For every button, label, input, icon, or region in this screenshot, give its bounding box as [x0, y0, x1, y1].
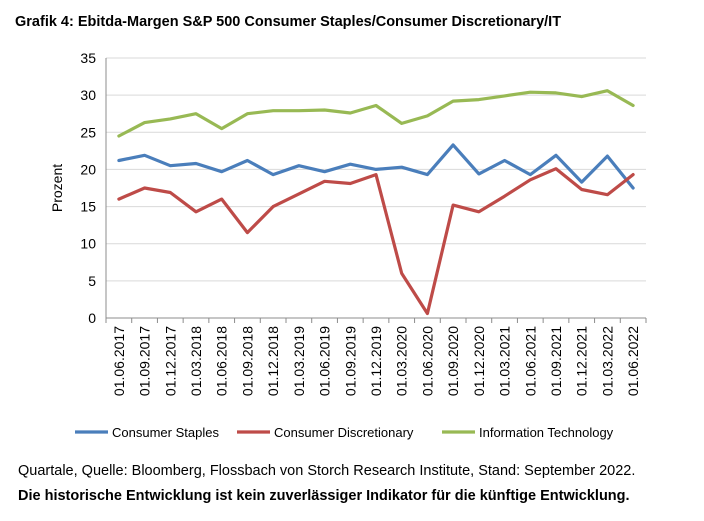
x-tick-label: 01.06.2022 [625, 326, 641, 396]
y-tick-label: 25 [80, 124, 96, 140]
x-tick-label: 01.09.2019 [342, 326, 358, 396]
x-tick-labels: 01.06.2017 01.09.2017 01.12.2017 01.03.2018… [111, 326, 641, 396]
source-note: Quartale, Quelle: Bloomberg, Flossbach v… [18, 463, 636, 479]
y-tick-label: 20 [80, 161, 96, 177]
x-tick-label: 01.12.2020 [471, 326, 487, 396]
chart-title: Grafik 4: Ebitda-Margen S&P 500 Consumer… [15, 14, 562, 30]
x-tick-label: 01.06.2019 [317, 326, 333, 396]
series-line-information-technology [117, 89, 635, 138]
y-axis-label: Prozent [49, 164, 65, 212]
y-tick-label: 15 [80, 199, 96, 215]
x-tick-label: 01.03.2021 [497, 326, 513, 396]
x-tick-label: 01.06.2021 [522, 326, 538, 396]
x-tick-label: 01.12.2021 [574, 326, 590, 396]
series-lines [117, 89, 635, 316]
x-tick-label: 01.12.2019 [368, 326, 384, 396]
y-tick-label: 10 [80, 236, 96, 252]
x-tick-label: 01.03.2020 [394, 326, 410, 396]
x-tick-label: 01.12.2017 [162, 326, 178, 396]
axes [105, 58, 647, 323]
legend-label-consumer-discretionary: Consumer Discretionary [274, 425, 414, 440]
x-tick-label: 01.06.2018 [214, 326, 230, 396]
x-tick-label: 01.09.2020 [445, 326, 461, 396]
series-line-consumer-discretionary [117, 167, 635, 316]
x-tick-label: 01.03.2018 [188, 326, 204, 396]
x-tick-label: 01.03.2022 [599, 326, 615, 396]
disclaimer: Die historische Entwicklung ist kein zuv… [18, 488, 630, 504]
x-tick-label: 01.06.2020 [419, 326, 435, 396]
y-tick-labels: 0 5 10 15 20 25 30 35 [80, 50, 96, 326]
x-tick-label: 01.06.2017 [111, 326, 127, 396]
legend: Consumer Staples Consumer Discretionary In… [75, 425, 614, 440]
legend-label-consumer-staples: Consumer Staples [112, 425, 219, 440]
x-tick-label: 01.03.2019 [291, 326, 307, 396]
x-tick-label: 01.09.2017 [137, 326, 153, 396]
x-tick-label: 01.12.2018 [265, 326, 281, 396]
x-tick-label: 01.09.2021 [548, 326, 564, 396]
y-tick-label: 5 [88, 273, 96, 289]
y-tick-label: 0 [88, 310, 96, 326]
legend-label-information-technology: Information Technology [479, 425, 614, 440]
x-tick-label: 01.09.2018 [239, 326, 255, 396]
y-tick-label: 35 [80, 50, 96, 66]
series-line-consumer-staples [117, 143, 635, 190]
y-tick-label: 30 [80, 87, 96, 103]
